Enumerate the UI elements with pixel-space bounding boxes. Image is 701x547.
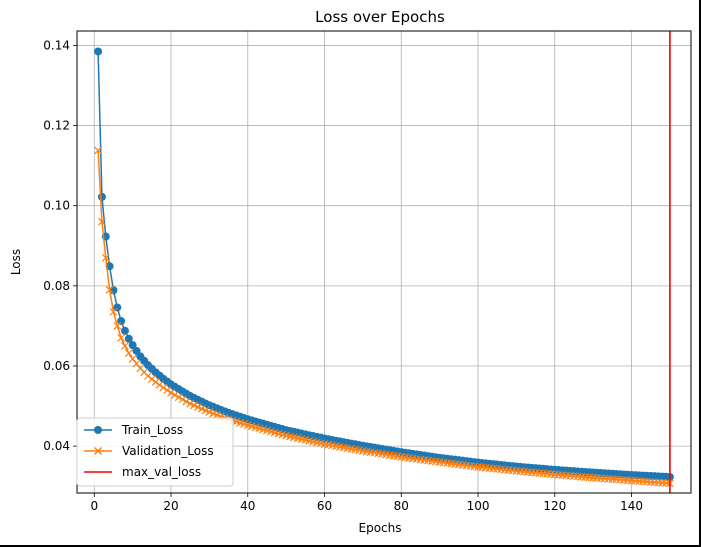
validation-loss-point [117, 334, 126, 342]
train-loss-line [97, 51, 670, 478]
chart-title: Loss over Epochs [315, 8, 445, 26]
y-tick-label: 0.08 [43, 279, 70, 293]
x-tick-label: 60 [317, 499, 332, 513]
y-tick-label: 0.12 [43, 119, 70, 133]
x-axis-label: Epochs [359, 521, 402, 535]
train-loss-series [94, 47, 674, 481]
train-loss-point [97, 192, 106, 201]
validation-loss-point [193, 403, 202, 411]
validation-loss-point [128, 354, 137, 363]
legend-item-train: Train_Loss [84, 423, 183, 437]
validation-loss-point [98, 217, 106, 226]
validation-loss-point [147, 375, 156, 383]
validation-loss-point [174, 393, 183, 402]
validation-loss-point [105, 285, 114, 294]
x-tick-label: 140 [620, 499, 643, 513]
validation-loss-point [190, 401, 198, 410]
train-loss-point [124, 334, 133, 343]
x-tick-label: 120 [543, 499, 566, 513]
validation-loss-point [101, 253, 110, 262]
grid-lines [77, 31, 691, 493]
y-axis-label: Loss [9, 249, 23, 275]
series-layer [94, 31, 674, 493]
validation-loss-point [159, 383, 168, 392]
window-right-border [699, 0, 701, 547]
validation-loss-point [155, 380, 164, 389]
x-tick-label: 80 [394, 499, 409, 513]
x-axis-ticks: 0 20 40 60 80 100 120 140 [90, 493, 643, 513]
y-tick-label: 0.14 [43, 38, 70, 52]
x-tick-label: 100 [467, 499, 490, 513]
validation-loss-series [94, 146, 674, 488]
window-bottom-border [0, 545, 701, 547]
validation-loss-point [132, 359, 141, 368]
train-loss-point [94, 47, 103, 56]
validation-loss-point [151, 378, 160, 386]
legend-item-validation: Validation_Loss [84, 444, 214, 458]
train-loss-point [117, 317, 126, 326]
validation-loss-point [113, 321, 122, 330]
validation-loss-point [163, 386, 172, 395]
plot-area [76, 30, 692, 494]
validation-loss-point [121, 342, 129, 350]
validation-loss-point [167, 388, 175, 397]
legend-validation-marker [94, 447, 102, 455]
legend: Train_Loss Validation_Loss max_val_loss [76, 417, 234, 487]
legend-train-marker [94, 426, 102, 434]
y-axis-ticks: 0.04 0.06 0.08 0.10 0.12 0.14 [43, 38, 77, 453]
validation-loss-point [178, 395, 187, 404]
y-tick-label: 0.06 [43, 359, 70, 373]
x-tick-label: 20 [163, 499, 178, 513]
validation-loss-point [186, 399, 195, 408]
y-tick-label: 0.10 [43, 199, 70, 213]
validation-loss-point [124, 349, 133, 358]
validation-loss-point [170, 391, 179, 399]
train-loss-point [120, 326, 129, 335]
x-tick-label: 40 [240, 499, 255, 513]
y-tick-label: 0.04 [43, 439, 70, 453]
validation-loss-point [94, 146, 103, 155]
legend-train-label: Train_Loss [121, 423, 183, 437]
legend-box [76, 417, 234, 487]
validation-loss-point [182, 397, 191, 406]
legend-validation-label: Validation_Loss [122, 444, 214, 458]
x-tick-label: 0 [90, 499, 98, 513]
legend-item-max-val-loss: max_val_loss [84, 465, 201, 479]
validation-loss-point [109, 307, 118, 316]
legend-max-val-loss-label: max_val_loss [122, 465, 201, 479]
train-loss-point [128, 341, 137, 350]
